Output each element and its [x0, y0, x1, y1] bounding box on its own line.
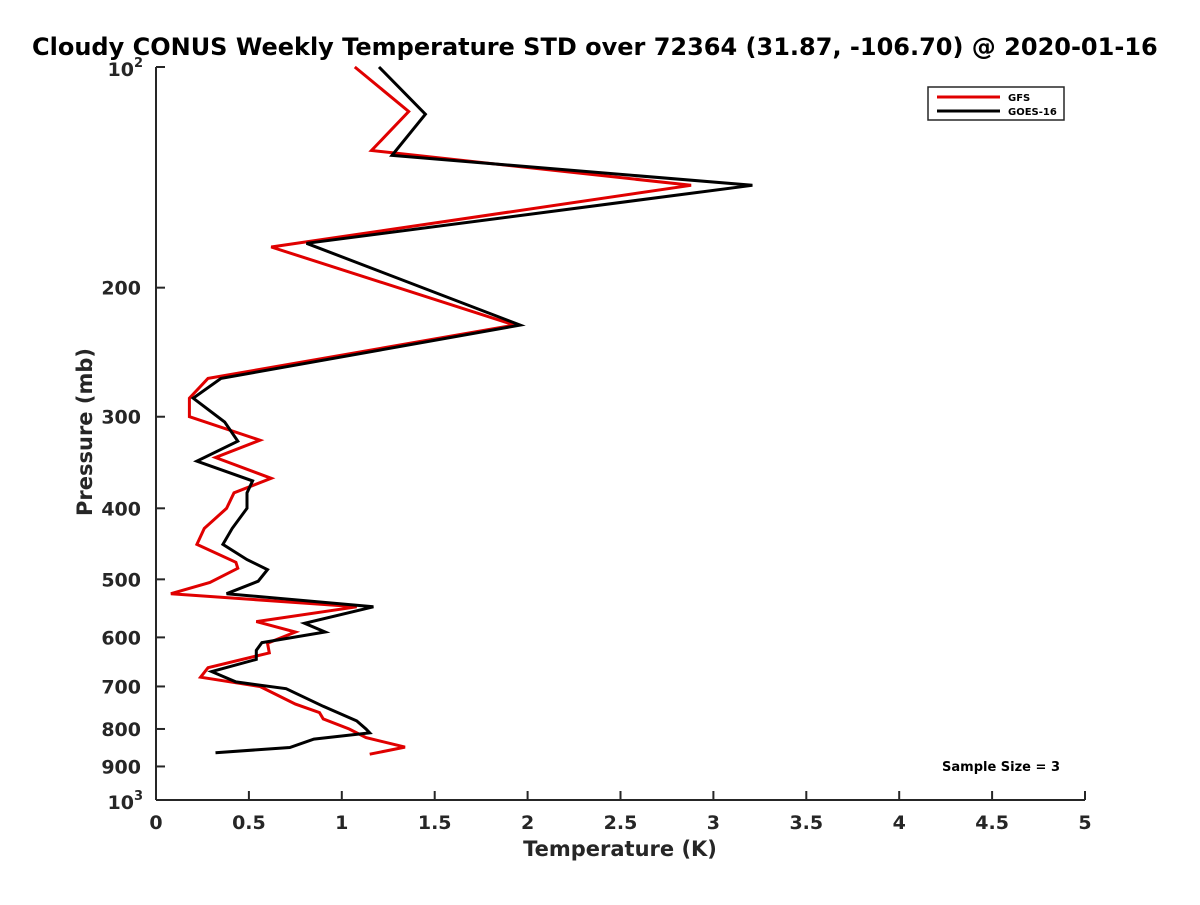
legend-label: GFS	[1008, 93, 1030, 104]
series-line-gfs	[170, 65, 692, 756]
x-axis-label: Temperature (K)	[523, 837, 717, 861]
x-tick-label: 0.5	[232, 812, 266, 834]
series-layer	[170, 65, 753, 756]
x-tick-label: 1	[335, 812, 348, 834]
y-tick-label: 300	[101, 407, 141, 429]
y-tick-label-power: 102	[108, 56, 144, 81]
y-axis-label: Pressure (mb)	[73, 348, 97, 516]
legend-box	[927, 86, 1065, 121]
x-tick-label: 4	[893, 812, 906, 834]
y-tick-label: 900	[101, 756, 141, 778]
x-tick-label: 3	[707, 812, 720, 834]
y-tick-label: 600	[101, 627, 141, 649]
x-tick-label: 4.5	[975, 812, 1009, 834]
y-tick-label: 200	[101, 278, 141, 300]
y-axis-ticks: 200 300 400 500 600 700 800 900 102 103	[101, 56, 165, 814]
sample-size-annotation: Sample Size = 3	[942, 760, 1060, 775]
legend-label: GOES-16	[1008, 107, 1057, 118]
x-tick-label: 5	[1078, 812, 1091, 834]
x-axis-ticks: 0 0.5 1 1.5 2 2.5 3 3.5 4 4.5 5	[149, 791, 1092, 834]
series-line-goes-16	[190, 65, 753, 755]
chart-title: Cloudy CONUS Weekly Temperature STD over…	[32, 33, 1158, 61]
legend: GFS GOES-16	[927, 86, 1065, 121]
y-tick-label: 500	[101, 569, 141, 591]
y-tick-label: 700	[101, 676, 141, 698]
x-tick-label: 0	[149, 812, 162, 834]
y-tick-label-power: 103	[108, 789, 144, 814]
x-tick-label: 1.5	[418, 812, 452, 834]
x-tick-label: 2.5	[604, 812, 638, 834]
x-tick-label: 3.5	[789, 812, 823, 834]
y-tick-label: 400	[101, 498, 141, 520]
y-tick-label: 800	[101, 719, 141, 741]
x-tick-label: 2	[521, 812, 534, 834]
